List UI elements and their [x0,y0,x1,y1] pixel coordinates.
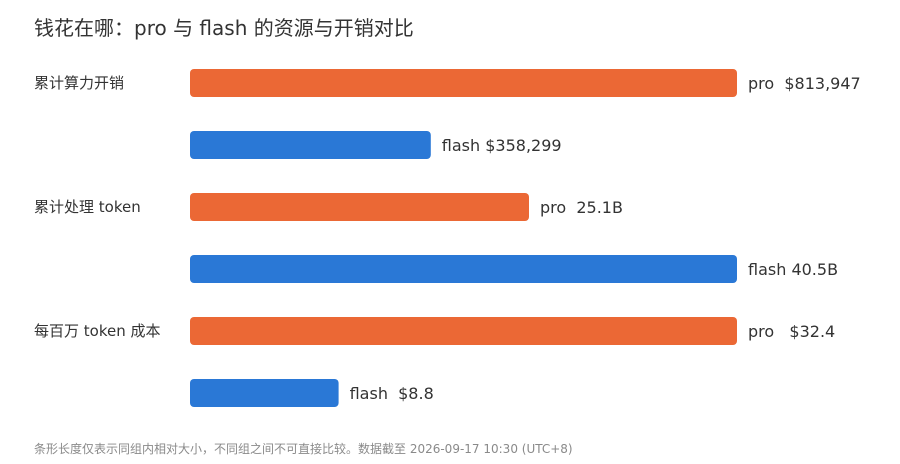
group-label: 累计处理 token [34,198,141,216]
pro-value-label: pro $32.4 [748,322,835,341]
flash-bar [190,131,431,159]
flash-bar [190,255,737,283]
pro-bar [190,317,737,345]
pro-value-label: pro $813,947 [748,74,861,93]
chart-footnote: 条形长度仅表示同组内相对大小，不同组之间不可直接比较。数据截至 2026-09-… [34,442,573,456]
group-label: 每百万 token 成本 [34,322,160,340]
flash-value-label: flash $8.8 [350,384,434,403]
flash-value-label: flash $358,299 [442,136,562,155]
chart-title: 钱花在哪：pro 与 flash 的资源与开销对比 [34,16,414,40]
pro-bar [190,69,737,97]
pro-bar [190,193,529,221]
flash-value-label: flash 40.5B [748,260,838,279]
flash-bar [190,379,339,407]
group-label: 累计算力开销 [34,74,124,92]
bar-chart: 累计算力开销 pro $813,947 flash $358,299 累计处理 tok… [34,69,861,407]
pro-value-label: pro 25.1B [540,198,623,217]
